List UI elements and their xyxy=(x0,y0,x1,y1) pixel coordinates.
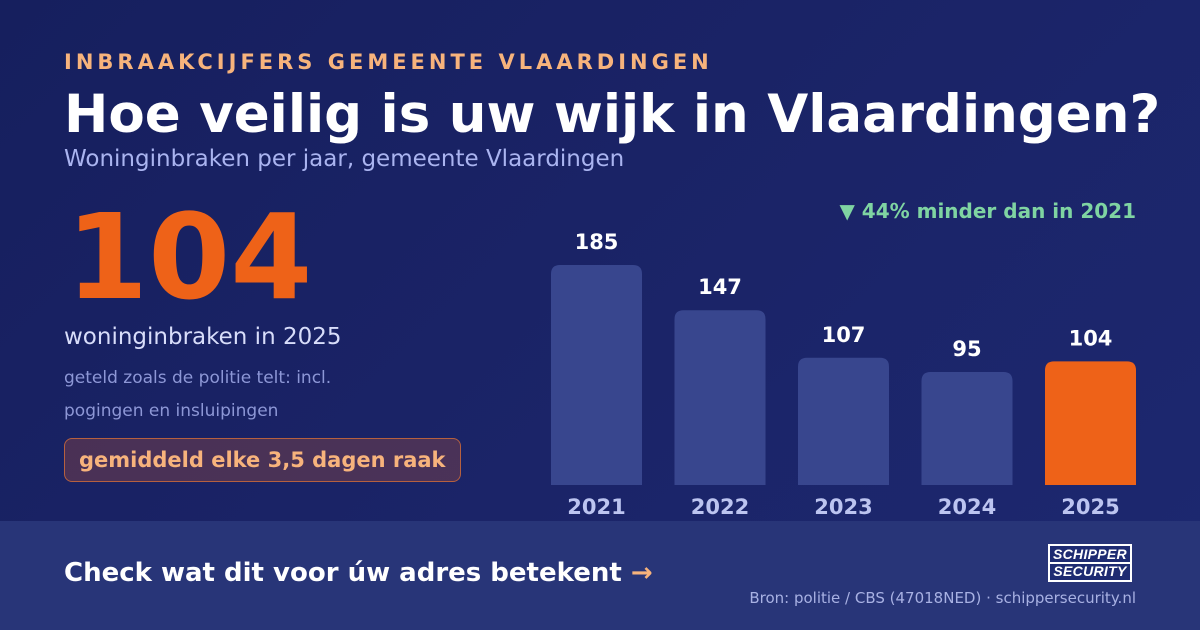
data-label-2021: 185 xyxy=(575,230,619,254)
data-label-2024: 95 xyxy=(952,337,981,361)
bar-2021 xyxy=(551,265,642,485)
footer-bar xyxy=(0,521,1200,630)
highlight-caption: woninginbraken in 2025 xyxy=(64,324,342,350)
arrow-right-icon: → xyxy=(630,558,653,588)
source-credit: Bron: politie / CBS (47018NED) · schippe… xyxy=(749,589,1136,607)
tick-label-2023: 2023 xyxy=(814,495,872,519)
tick-label-2024: 2024 xyxy=(938,495,996,519)
bar-2023 xyxy=(798,357,889,485)
page-title: Hoe veilig is uw wijk in Vlaardingen? xyxy=(64,84,1161,145)
logo-text-bottom: SECURITY xyxy=(1050,562,1130,579)
highlight-value: 104 xyxy=(66,188,313,326)
tick-label-2025: 2025 xyxy=(1061,495,1119,519)
tick-label-2022: 2022 xyxy=(691,495,749,519)
subtitle: Woninginbraken per jaar, gemeente Vlaard… xyxy=(64,146,625,172)
tick-label-2021: 2021 xyxy=(567,495,625,519)
logo-text-top: SCHIPPER xyxy=(1053,546,1127,562)
frequency-badge: gemiddeld elke 3,5 dagen raak xyxy=(64,438,461,482)
bar-2022 xyxy=(674,310,766,485)
data-label-2025: 104 xyxy=(1069,326,1113,350)
cta-label: Check wat dit voor úw adres betekent xyxy=(64,558,622,588)
data-label-2023: 107 xyxy=(822,323,866,347)
counting-note: geteld zoals de politie telt: incl. pogi… xyxy=(64,368,332,421)
brand-logo: SCHIPPER SECURITY xyxy=(1048,544,1132,582)
data-label-2022: 147 xyxy=(698,275,742,299)
address-check-link[interactable]: Check wat dit voor úw adres betekent → xyxy=(64,558,653,588)
bar-chart: 185 2021 147 2022 107 2023 95 2024 104 2025 xyxy=(551,230,1136,519)
bar-2024 xyxy=(921,372,1013,485)
bar-2025 xyxy=(1045,361,1136,485)
change-indicator: ▼ 44% minder dan in 2021 xyxy=(839,199,1136,223)
eyebrow: INBRAAKCIJFERS GEMEENTE VLAARDINGEN xyxy=(64,50,713,74)
